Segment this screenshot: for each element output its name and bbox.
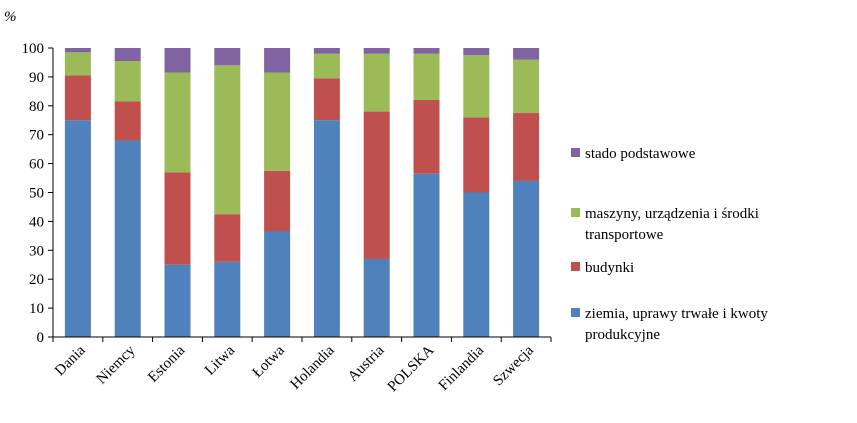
legend-swatch-3 [571, 208, 580, 217]
bar-segment-1-3 [164, 264, 191, 337]
bar-segment-4-1 [64, 48, 91, 53]
legend-label-4: stado podstawowe [585, 146, 696, 162]
bar-segment-3-3 [164, 72, 191, 173]
bar-segment-3-7 [363, 53, 390, 112]
legend-swatch-1 [571, 308, 580, 317]
x-category-label-8: POLSKA [385, 342, 438, 395]
x-category-label-10: Szwecja [490, 342, 537, 389]
x-category-label-3: Estonia [145, 342, 188, 385]
legend-swatch-4 [571, 148, 580, 157]
bar-segment-2-9 [463, 117, 490, 193]
x-category-label-1: Dania [52, 342, 89, 379]
bar-segment-2-10 [513, 113, 540, 181]
bar-segment-4-5 [264, 48, 291, 73]
bar-segment-1-5 [264, 231, 291, 337]
y-tick-label-60: 60 [29, 157, 44, 173]
bar-segment-4-7 [363, 48, 390, 54]
y-tick-label-20: 20 [29, 272, 44, 288]
y-tick-label-10: 10 [29, 301, 44, 317]
legend-label-1: ziemia, uprawy trwałe i kwoty produkcyjne [585, 306, 768, 343]
bar-segment-3-6 [313, 53, 340, 79]
bar-segment-1-8 [413, 173, 440, 337]
bar-segment-1-7 [363, 258, 390, 337]
bar-segment-2-4 [214, 214, 241, 262]
bar-segment-4-10 [513, 48, 540, 60]
x-category-label-4: Litwa [202, 342, 238, 378]
bar-segment-1-2 [114, 140, 141, 337]
bar-segment-1-1 [64, 120, 91, 337]
y-axis-unit-label: % [4, 9, 17, 25]
y-tick-label-90: 90 [29, 70, 44, 86]
y-tick-label-30: 30 [29, 243, 44, 259]
legend-swatch-2 [571, 262, 580, 271]
legend-label-3: maszyny, urządzenia i środki transportowe [585, 206, 759, 243]
x-category-label-9: Finlandia [436, 342, 488, 394]
y-tick-label-40: 40 [29, 214, 44, 230]
y-tick-label-100: 100 [22, 41, 45, 57]
x-category-label-6: Holandia [288, 342, 338, 392]
bar-segment-3-8 [413, 53, 440, 101]
x-category-label-7: Austria [345, 342, 388, 385]
bar-segment-2-2 [114, 101, 141, 141]
bar-segment-3-1 [64, 52, 91, 76]
x-category-label-2: Niemcy [94, 342, 139, 387]
bar-segment-4-4 [214, 48, 241, 66]
bar-segment-2-8 [413, 100, 440, 174]
bar-segment-2-5 [264, 170, 291, 232]
bar-segment-1-4 [214, 261, 241, 337]
bar-segment-3-5 [264, 72, 291, 171]
bar-segment-3-10 [513, 59, 540, 114]
bars-layer [64, 48, 540, 337]
bar-segment-3-4 [214, 65, 241, 215]
x-category-label-5: Łotwa [250, 342, 289, 381]
bar-segment-1-9 [463, 192, 490, 337]
bar-segment-4-6 [313, 48, 340, 54]
bar-segment-1-6 [313, 120, 340, 337]
bar-segment-2-6 [313, 78, 340, 121]
legend-label-2: budynki [585, 260, 634, 276]
bar-segment-4-9 [463, 48, 490, 56]
bar-segment-3-2 [114, 61, 141, 102]
y-tick-label-0: 0 [37, 330, 45, 346]
bar-segment-2-1 [64, 75, 91, 121]
bar-segment-2-7 [363, 111, 390, 259]
legend: stado podstawowe maszyny, urządzenia i śr… [571, 146, 768, 343]
bar-segment-1-10 [513, 180, 540, 337]
bar-segment-4-2 [114, 48, 141, 61]
bar-segment-4-3 [164, 48, 191, 73]
bar-segment-2-3 [164, 172, 191, 265]
y-tick-label-50: 50 [29, 186, 44, 202]
y-tick-label-80: 80 [29, 99, 44, 115]
bar-segment-3-9 [463, 55, 490, 118]
bar-segment-4-8 [413, 48, 440, 54]
y-tick-label-70: 70 [29, 128, 44, 144]
